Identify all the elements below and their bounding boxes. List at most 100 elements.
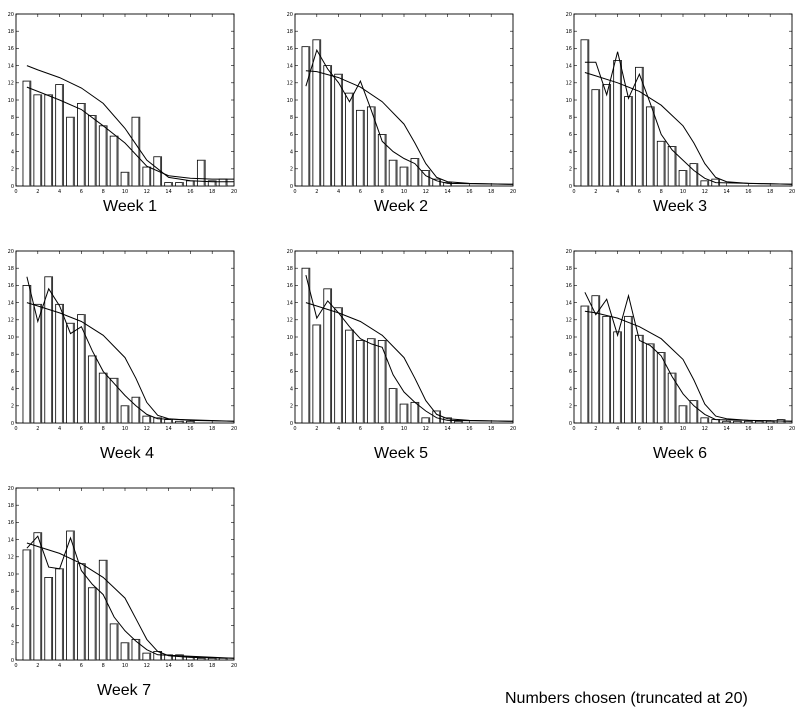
y-tick-label: 4 <box>290 149 293 155</box>
fit-line-1 <box>26 65 234 183</box>
x-tick-label: 16 <box>187 663 193 669</box>
y-tick-label: 4 <box>11 386 14 392</box>
bar <box>678 405 688 424</box>
bar <box>323 288 333 424</box>
y-tick-label: 14 <box>287 63 293 69</box>
x-tick-label: 20 <box>789 426 795 432</box>
x-tick-label: 16 <box>187 189 193 195</box>
x-tick-label: 12 <box>702 426 708 432</box>
bar-shade <box>641 335 644 423</box>
chart-title: Week 7 <box>97 682 151 699</box>
bar-shade <box>362 340 365 423</box>
y-tick-label: 10 <box>566 98 572 104</box>
bar <box>700 180 710 187</box>
x-tick-label: 10 <box>122 663 128 669</box>
x-tick-label: 12 <box>423 426 429 432</box>
y-tick-label: 0 <box>11 184 14 190</box>
x-tick-label: 10 <box>680 189 686 195</box>
y-tick-label: 18 <box>8 29 14 35</box>
x-tick-label: 20 <box>231 663 237 669</box>
x-tick-label: 8 <box>102 663 105 669</box>
y-tick-label: 2 <box>290 167 293 173</box>
bar-shade <box>61 84 64 186</box>
fit-line-1 <box>26 535 235 659</box>
x-tick-label: 4 <box>616 426 619 432</box>
bar-shade <box>149 416 151 423</box>
fit-line-1 <box>305 48 514 185</box>
x-tick-label: 18 <box>488 189 494 195</box>
chart-title: Week 4 <box>100 445 154 462</box>
fit-line-1 <box>584 51 793 185</box>
bar-shade <box>340 307 343 423</box>
y-tick-label: 6 <box>11 369 14 375</box>
bar-shade <box>641 67 644 186</box>
bar-shade <box>40 532 42 660</box>
y-tick-label: 4 <box>290 386 293 392</box>
x-tick-label: 6 <box>359 189 362 195</box>
x-tick-label: 14 <box>165 663 171 669</box>
bar-shade <box>116 136 119 186</box>
y-tick-label: 20 <box>566 12 572 18</box>
bar-shade <box>40 94 42 186</box>
bar <box>142 652 152 661</box>
x-tick-label: 2 <box>594 426 597 432</box>
bar-shade <box>587 306 589 423</box>
x-tick-label: 14 <box>723 189 729 195</box>
bar-shade <box>61 568 64 660</box>
y-tick-label: 6 <box>290 369 293 375</box>
y-tick-label: 6 <box>569 132 572 138</box>
x-tick-label: 6 <box>638 189 641 195</box>
x-tick-label: 6 <box>359 426 362 432</box>
fit-line-2 <box>26 542 235 659</box>
bar <box>345 329 354 424</box>
bar-shade <box>439 410 441 423</box>
bar <box>345 92 354 187</box>
y-tick-label: 14 <box>566 300 572 306</box>
x-tick-label: 4 <box>58 663 61 669</box>
y-tick-label: 18 <box>287 266 293 272</box>
bar-shade <box>225 658 228 660</box>
y-tick-label: 20 <box>287 12 293 18</box>
figure-caption: Numbers chosen (truncated at 20) <box>505 690 748 707</box>
y-tick-label: 20 <box>8 486 14 492</box>
bar-shade <box>460 421 463 423</box>
y-tick-label: 18 <box>566 29 572 35</box>
y-tick-label: 8 <box>569 352 572 358</box>
bar-shade <box>192 656 195 660</box>
bar <box>388 159 398 187</box>
y-tick-label: 4 <box>569 386 572 392</box>
bar-shade <box>696 400 698 423</box>
bar-shade <box>696 163 698 186</box>
x-tick-label: 4 <box>337 189 340 195</box>
bar-shade <box>750 421 753 423</box>
y-tick-label: 12 <box>566 81 572 87</box>
fit-line-2 <box>26 302 235 422</box>
x-tick-label: 8 <box>102 189 105 195</box>
bar-shade <box>214 180 217 186</box>
x-tick-label: 0 <box>14 189 17 195</box>
bar <box>142 415 152 424</box>
y-tick-label: 8 <box>569 115 572 121</box>
bar-shade <box>395 388 398 423</box>
bar-shade <box>428 170 430 186</box>
x-tick-label: 0 <box>293 426 296 432</box>
bar-shade <box>105 125 108 186</box>
bar-shade <box>214 658 217 660</box>
bar-shade <box>619 60 622 186</box>
bar-shade <box>72 117 75 186</box>
bar-shade <box>51 577 53 660</box>
y-tick-label: 8 <box>290 115 293 121</box>
bar-shade <box>29 285 31 423</box>
x-tick-label: 8 <box>381 189 384 195</box>
y-tick-label: 18 <box>287 29 293 35</box>
bar-shade <box>40 304 42 423</box>
bar <box>399 166 409 187</box>
y-tick-label: 16 <box>8 520 14 526</box>
chart-title: Week 6 <box>653 445 707 462</box>
bar-shade <box>308 46 310 187</box>
bar-shade <box>105 373 108 423</box>
bar-shade <box>439 179 441 186</box>
fit-line-2 <box>26 86 234 180</box>
y-tick-label: 16 <box>287 283 293 289</box>
bar-shade <box>138 117 140 186</box>
